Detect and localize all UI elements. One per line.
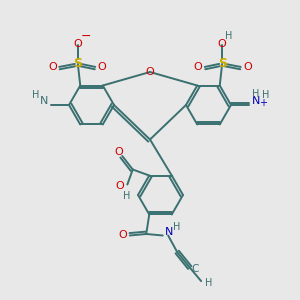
Text: N: N — [40, 95, 49, 106]
Text: O: O — [119, 230, 128, 241]
Text: H: H — [123, 191, 130, 201]
Text: −: − — [81, 30, 92, 44]
Text: H: H — [225, 31, 232, 41]
Text: H: H — [205, 278, 212, 288]
Text: H: H — [32, 89, 40, 100]
Text: H: H — [252, 88, 259, 99]
Text: O: O — [116, 181, 124, 191]
Text: N: N — [251, 95, 260, 106]
Text: O: O — [114, 146, 123, 157]
Text: H: H — [173, 222, 181, 232]
Text: O: O — [48, 62, 57, 72]
Text: O: O — [146, 67, 154, 77]
Text: O: O — [218, 39, 226, 49]
Text: O: O — [98, 62, 106, 72]
Text: N: N — [165, 227, 173, 238]
Text: H: H — [262, 89, 269, 100]
Text: O: O — [74, 39, 82, 49]
Text: S: S — [218, 57, 227, 70]
Text: S: S — [73, 57, 82, 70]
Text: O: O — [243, 62, 252, 72]
Text: C: C — [191, 264, 199, 274]
Text: +: + — [260, 98, 267, 108]
Text: O: O — [194, 62, 203, 72]
